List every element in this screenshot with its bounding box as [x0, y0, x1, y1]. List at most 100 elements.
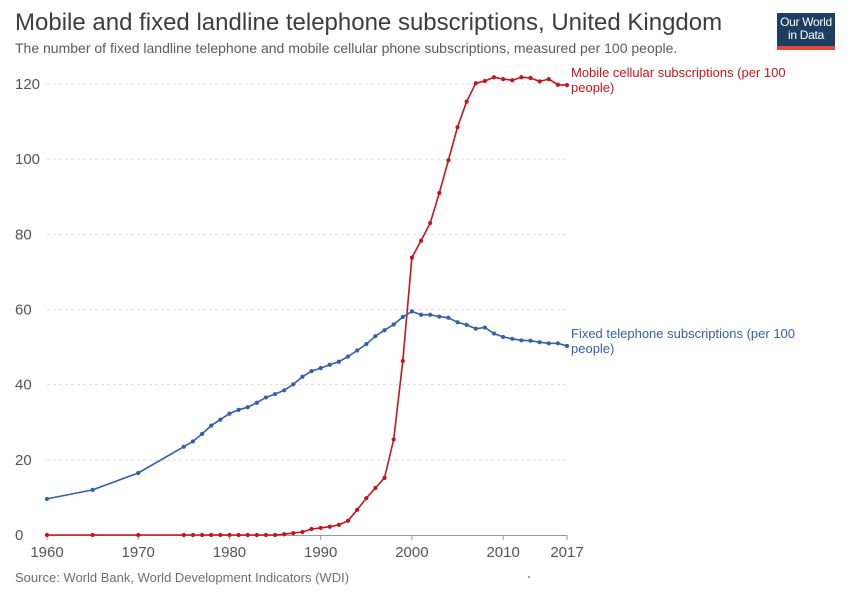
data-point-mobile-1981 — [236, 532, 241, 538]
logo-line-2: in Data — [788, 28, 824, 42]
data-point-fixed-1976 — [190, 439, 196, 444]
data-point-mobile-2003 — [437, 190, 442, 196]
data-point-fixed-1995 — [364, 341, 369, 347]
data-point-mobile-1994 — [355, 507, 360, 512]
x-tick-label-1970: 1970 — [122, 544, 155, 561]
data-point-mobile-2016 — [555, 82, 560, 87]
data-point-mobile-1979 — [218, 532, 223, 538]
data-point-fixed-1993 — [345, 354, 351, 359]
data-point-fixed-1977 — [199, 431, 205, 437]
data-point-mobile-1975 — [181, 532, 186, 538]
series-line-mobile — [47, 76, 568, 536]
data-point-mobile-1996 — [373, 485, 378, 491]
data-point-mobile-1988 — [300, 529, 305, 535]
x-tick-label-1980: 1980 — [213, 544, 246, 561]
x-tick-label-1990: 1990 — [304, 544, 337, 561]
data-point-mobile-1978 — [209, 532, 214, 538]
data-point-fixed-2017 — [564, 343, 570, 349]
data-point-mobile-2006 — [464, 99, 469, 104]
data-point-fixed-1965 — [90, 487, 95, 492]
data-point-fixed-1978 — [209, 423, 214, 428]
y-tick-label-0: 0 — [15, 527, 23, 544]
data-point-mobile-2017 — [564, 83, 570, 88]
data-point-fixed-2002 — [428, 312, 433, 317]
data-point-fixed-1991 — [327, 362, 332, 367]
series-label-fixed-line-2: people) — [571, 341, 614, 356]
source-note: Source: World Bank, World Development In… — [15, 570, 350, 585]
data-point-mobile-2012 — [519, 75, 524, 80]
data-point-fixed-1979 — [218, 417, 223, 422]
data-point-mobile-2001 — [418, 238, 424, 243]
data-point-mobile-2007 — [473, 81, 478, 86]
data-point-fixed-1982 — [245, 405, 250, 410]
data-point-mobile-1992 — [336, 522, 342, 527]
data-point-mobile-2009 — [491, 75, 497, 80]
data-point-mobile-2008 — [482, 78, 487, 84]
data-point-fixed-2003 — [437, 314, 442, 319]
data-point-mobile-1976 — [190, 532, 196, 538]
data-point-fixed-2004 — [446, 315, 451, 320]
data-point-fixed-1987 — [291, 382, 296, 387]
data-point-mobile-1997 — [382, 475, 387, 480]
data-point-fixed-2009 — [491, 331, 497, 336]
data-point-fixed-1984 — [263, 395, 269, 400]
data-point-mobile-2002 — [428, 220, 433, 226]
data-point-fixed-1981 — [236, 407, 241, 412]
data-point-fixed-1989 — [309, 369, 314, 374]
data-point-mobile-1977 — [199, 532, 205, 538]
logo-line-1: Our World — [780, 15, 832, 29]
data-point-fixed-2001 — [418, 312, 424, 317]
series-label-mobile-line-1: Mobile cellular subscriptions (per 100 — [571, 65, 786, 80]
data-point-mobile-2011 — [510, 78, 515, 83]
data-point-fixed-2006 — [464, 322, 469, 328]
data-point-fixed-1985 — [272, 391, 278, 397]
data-point-fixed-1998 — [391, 322, 396, 327]
data-point-fixed-1994 — [355, 348, 360, 353]
data-point-mobile-1986 — [282, 532, 287, 537]
data-point-mobile-1993 — [345, 518, 351, 523]
chart-subtitle: The number of fixed landline telephone a… — [15, 40, 678, 56]
owid-logo[interactable]: Our World in Data — [777, 13, 835, 50]
data-point-fixed-2014 — [537, 340, 542, 345]
data-point-fixed-1992 — [336, 359, 342, 364]
data-point-fixed-2005 — [455, 320, 460, 325]
series-label-mobile-line-2: people) — [571, 80, 614, 95]
data-point-mobile-1982 — [245, 532, 250, 538]
data-point-fixed-2013 — [528, 338, 533, 343]
x-tick-label-2017: 2017 — [550, 544, 583, 561]
data-point-mobile-1987 — [291, 531, 296, 536]
y-tick-label-80: 80 — [15, 226, 32, 243]
data-point-fixed-2016 — [555, 341, 560, 346]
data-point-mobile-2005 — [455, 125, 460, 130]
data-point-fixed-1996 — [373, 334, 378, 339]
data-point-mobile-1985 — [272, 532, 278, 538]
data-point-fixed-1970 — [136, 470, 141, 476]
footer-dot — [528, 576, 530, 578]
data-point-fixed-1980 — [227, 411, 232, 416]
data-point-mobile-2004 — [446, 158, 451, 163]
data-point-fixed-1975 — [181, 444, 186, 449]
data-point-fixed-1983 — [254, 400, 259, 405]
data-point-mobile-1991 — [327, 524, 332, 529]
data-point-mobile-1970 — [136, 532, 141, 538]
data-point-fixed-2012 — [519, 338, 524, 343]
chart-title: Mobile and fixed landline telephone subs… — [15, 9, 723, 36]
data-point-mobile-1998 — [391, 437, 396, 442]
logo-accent-bar — [777, 46, 835, 50]
series-label-fixed-line-1: Fixed telephone subscriptions (per 100 — [571, 326, 795, 341]
data-point-fixed-2010 — [501, 334, 506, 340]
series-line-fixed — [46, 310, 568, 500]
data-point-mobile-2010 — [501, 77, 506, 82]
data-point-mobile-1990 — [318, 525, 323, 530]
data-point-mobile-1999 — [400, 358, 405, 364]
data-point-fixed-1990 — [318, 366, 323, 371]
data-point-fixed-1999 — [400, 314, 405, 320]
data-point-fixed-2007 — [473, 326, 478, 331]
data-point-mobile-2014 — [537, 79, 542, 84]
data-point-mobile-1960 — [44, 532, 50, 538]
y-tick-label-60: 60 — [15, 302, 32, 319]
y-tick-label-120: 120 — [15, 76, 40, 93]
data-point-fixed-1997 — [382, 328, 387, 333]
data-point-mobile-1980 — [227, 532, 232, 538]
